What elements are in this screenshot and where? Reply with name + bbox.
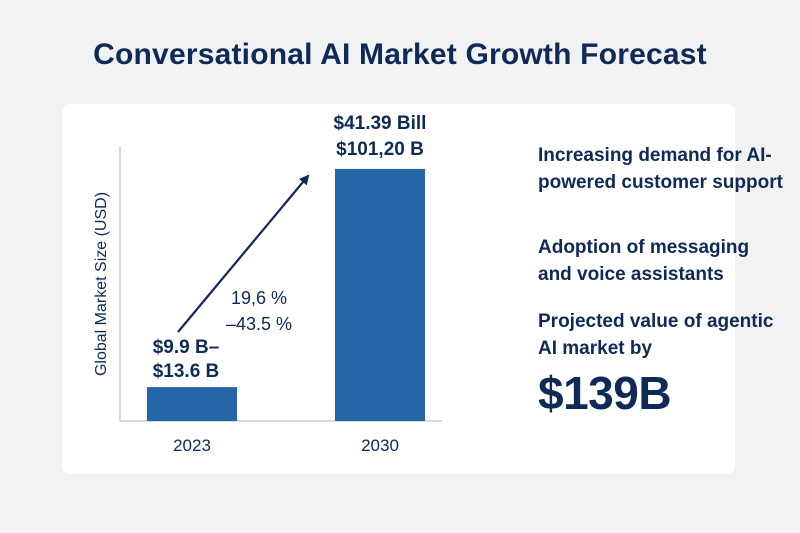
page-title: Conversational AI Market Growth Forecast <box>93 38 707 71</box>
bar-chart: Global Market Size (USD) 2023 2030 $9.9 B– $… <box>93 113 442 455</box>
chart-card: Global Market Size (USD) 2023 2030 $9.9 B– $… <box>62 104 783 474</box>
y-axis-label: Global Market Size (USD) <box>93 192 110 376</box>
data-label-2030-line-2: $101,20 B <box>336 139 424 160</box>
data-label-2030-line-1: $41.39 Bill <box>334 113 427 134</box>
data-label-2023-line-2: $13.6 B <box>153 361 220 382</box>
bar-2023 <box>147 387 237 421</box>
bar-2030 <box>335 168 425 421</box>
highlight-demand: Increasing demand for AI-powered custome… <box>538 145 783 193</box>
data-label-2023-line-1: $9.9 B– <box>153 337 220 358</box>
growth-arrow <box>177 174 310 333</box>
highlight-projection: Projected value of agentic AI market by <box>538 311 774 359</box>
growth-annotation-line-1: 19,6 % <box>231 288 287 308</box>
highlight-adoption: Adoption of messaging and voice assistan… <box>538 237 750 285</box>
x-tick-label-2023: 2023 <box>173 436 211 455</box>
x-tick-label-2030: 2030 <box>361 436 399 455</box>
projected-value: $139B <box>538 367 672 419</box>
growth-annotation-line-2: –43.5 % <box>226 314 292 334</box>
